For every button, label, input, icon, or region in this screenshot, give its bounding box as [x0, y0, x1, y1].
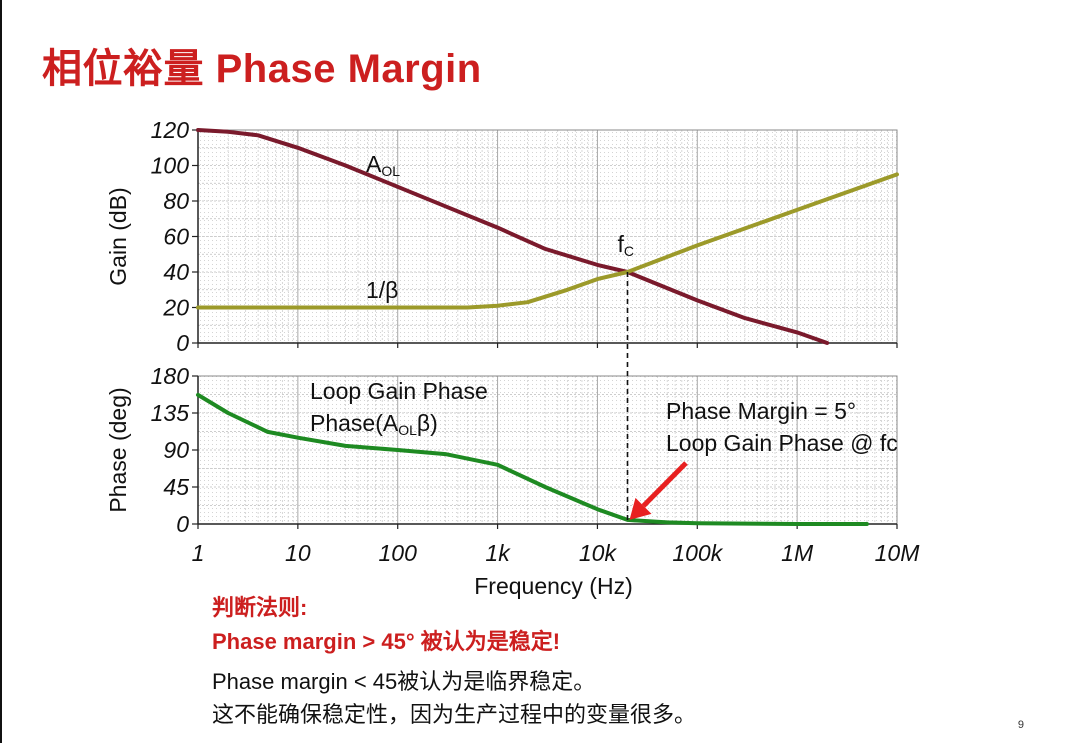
- phase-xtick-label: 10: [285, 540, 311, 566]
- gain-series-0-line: [196, 128, 830, 345]
- phase-xtick-label: 100k: [672, 540, 723, 566]
- gain-ytick-label: 120: [151, 117, 190, 143]
- phase-ytick-label: 135: [151, 400, 190, 426]
- gain-panel: 0 20 40 60 80 100 120 Gain (dB) AOL 1/β: [105, 117, 899, 356]
- phase-ytick-label: 0: [176, 511, 189, 537]
- phase-legend-line-2: Phase(AOLβ): [310, 410, 438, 438]
- phase-panel: 0 45 90 135 180 Phase (deg) 1 10 100 1k 10k 100k 1M 1…: [105, 363, 920, 599]
- phase-legend-line-1: Loop Gain Phase: [310, 378, 488, 404]
- gain-ytick-label: 0: [176, 330, 189, 356]
- gain-series-1-line: [196, 172, 899, 310]
- phase-ytick-label: 180: [151, 363, 190, 389]
- phase-xlabel: Frequency (Hz): [474, 573, 632, 599]
- series-label-aol: AOL: [366, 151, 400, 179]
- rule-main: Phase margin > 45° 被认为是稳定!: [212, 629, 561, 654]
- phase-xtick-label: 1: [192, 540, 205, 566]
- gain-ytick-label: 80: [163, 188, 189, 214]
- gain-ytick-label: 100: [151, 153, 190, 179]
- page-title: 相位裕量 Phase Margin: [42, 47, 482, 91]
- rule-heading: 判断法则:: [212, 595, 308, 620]
- phase-xtick-label: 1k: [485, 540, 511, 566]
- slide-border: [0, 0, 2, 743]
- pm-annotation-line-2: Loop Gain Phase @ fc: [666, 430, 898, 456]
- phase-series-0-line: [196, 392, 869, 526]
- gain-ytick-label: 40: [163, 259, 189, 285]
- note-line-2: 这不能确保稳定性，因为生产过程中的变量很多。: [212, 702, 697, 727]
- gain-ylabel: Gain (dB): [105, 187, 131, 285]
- gain-ytick-label: 60: [163, 224, 189, 250]
- annotation-layer: fC Phase Margin = 5° Loop Gain Phase @ fc: [617, 231, 898, 524]
- pm-annotation-line-1: Phase Margin = 5°: [666, 398, 856, 424]
- phase-ytick-label: 45: [163, 474, 189, 500]
- phase-xtick-label: 10k: [579, 540, 618, 566]
- fc-label: fC: [617, 231, 634, 259]
- series-label-inv-beta: 1/β: [366, 277, 398, 303]
- phase-xtick-label: 100: [379, 540, 418, 566]
- phase-xtick-label: 1M: [781, 540, 814, 566]
- page-number: 9: [1017, 719, 1024, 731]
- pm-arrow-shaft: [641, 461, 688, 508]
- phase-ylabel: Phase (deg): [105, 387, 131, 512]
- gain-ytick-label: 20: [162, 295, 189, 321]
- phase-xtick-label: 10M: [875, 540, 921, 566]
- phase-ytick-label: 90: [163, 437, 189, 463]
- note-line-1: Phase margin < 45被认为是临界稳定。: [212, 669, 596, 694]
- pm-arrow-head: [629, 497, 652, 520]
